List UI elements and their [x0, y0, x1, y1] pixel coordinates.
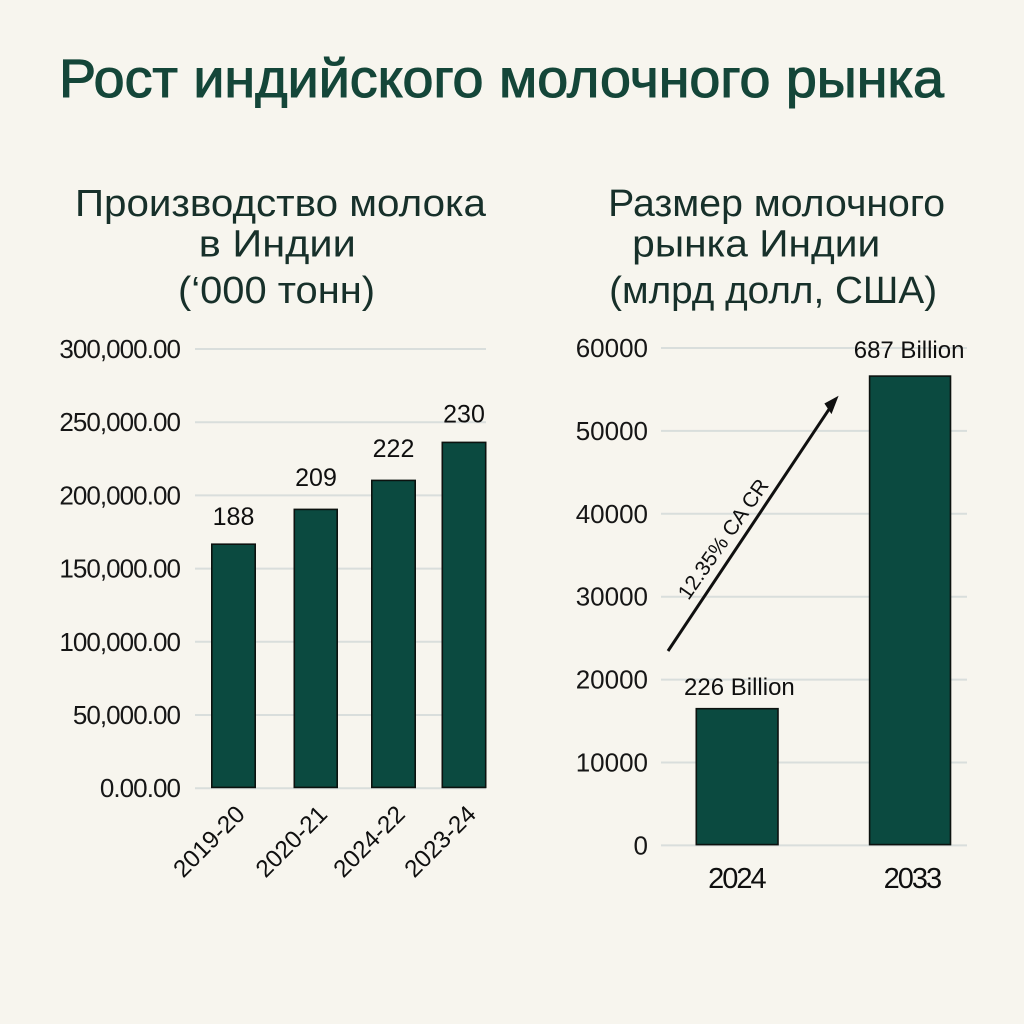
svg-text:188: 188 — [213, 503, 255, 531]
svg-text:Рост индийского молочного рынк: Рост индийского молочного рынка — [59, 49, 945, 109]
svg-text:(‘000 тонн): (‘000 тонн) — [178, 270, 375, 312]
svg-text:300,000.00: 300,000.00 — [59, 334, 180, 364]
svg-text:0: 0 — [634, 830, 648, 860]
svg-text:230: 230 — [443, 401, 485, 429]
svg-text:0.00.00: 0.00.00 — [100, 773, 181, 803]
svg-text:Производство молока: Производство молока — [75, 183, 487, 225]
svg-text:2033: 2033 — [884, 863, 941, 895]
svg-text:60000: 60000 — [576, 333, 648, 363]
svg-text:20000: 20000 — [576, 665, 648, 695]
svg-text:50,000.00: 50,000.00 — [73, 700, 181, 730]
svg-text:30000: 30000 — [576, 582, 648, 612]
svg-text:100,000.00: 100,000.00 — [59, 627, 180, 657]
svg-text:50000: 50000 — [576, 416, 648, 446]
svg-text:Размер молочного: Размер молочного — [608, 183, 945, 225]
svg-text:250,000.00: 250,000.00 — [59, 407, 180, 437]
svg-text:222: 222 — [373, 435, 415, 463]
svg-text:рынка Индии: рынка Индии — [632, 224, 880, 266]
svg-text:(млрд долл, США): (млрд долл, США) — [609, 270, 937, 312]
svg-text:150,000.00: 150,000.00 — [59, 554, 180, 584]
svg-text:687 Billion: 687 Billion — [854, 337, 965, 364]
svg-text:в Индии: в Индии — [199, 224, 356, 266]
svg-text:40000: 40000 — [576, 499, 648, 529]
svg-text:200,000.00: 200,000.00 — [59, 480, 180, 510]
svg-text:209: 209 — [295, 464, 337, 492]
svg-text:226 Billion: 226 Billion — [684, 674, 795, 701]
svg-text:2024: 2024 — [708, 863, 766, 895]
svg-text:10000: 10000 — [576, 748, 648, 778]
